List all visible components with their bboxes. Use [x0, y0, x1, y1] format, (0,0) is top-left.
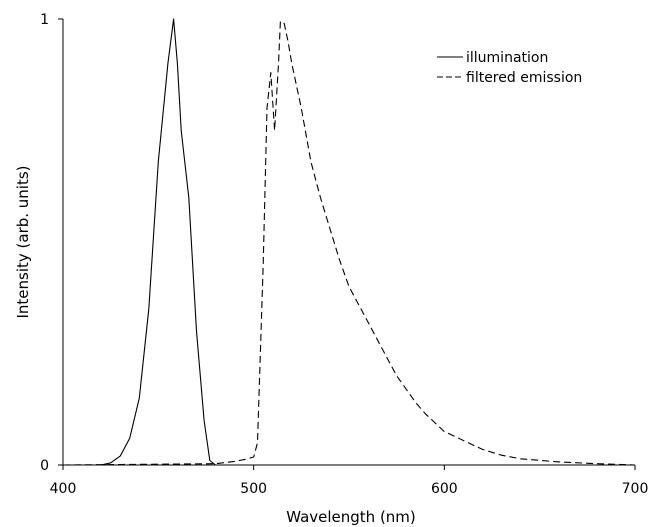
x-ticks: 400 500 600 700 — [50, 465, 649, 497]
x-tick-label: 700 — [622, 481, 649, 497]
x-tick-label: 500 — [240, 481, 267, 497]
x-tick-label: 400 — [50, 481, 77, 497]
x-tick-label: 600 — [431, 481, 458, 497]
x-axis-title: Wavelength (nm) — [286, 508, 416, 526]
y-tick-label: 1 — [40, 12, 49, 28]
legend-label-1: filtered emission — [466, 70, 582, 86]
series-line-1 — [62, 20, 636, 466]
series-line-0 — [63, 18, 635, 466]
legend-label-0: illumination — [466, 50, 548, 66]
y-tick-label: 0 — [40, 458, 49, 474]
y-ticks: 01 — [40, 12, 63, 474]
series-layer — [62, 18, 636, 466]
y-axis-title: Intensity (arb. units) — [14, 165, 32, 318]
legend: illumination filtered emission — [437, 50, 582, 86]
